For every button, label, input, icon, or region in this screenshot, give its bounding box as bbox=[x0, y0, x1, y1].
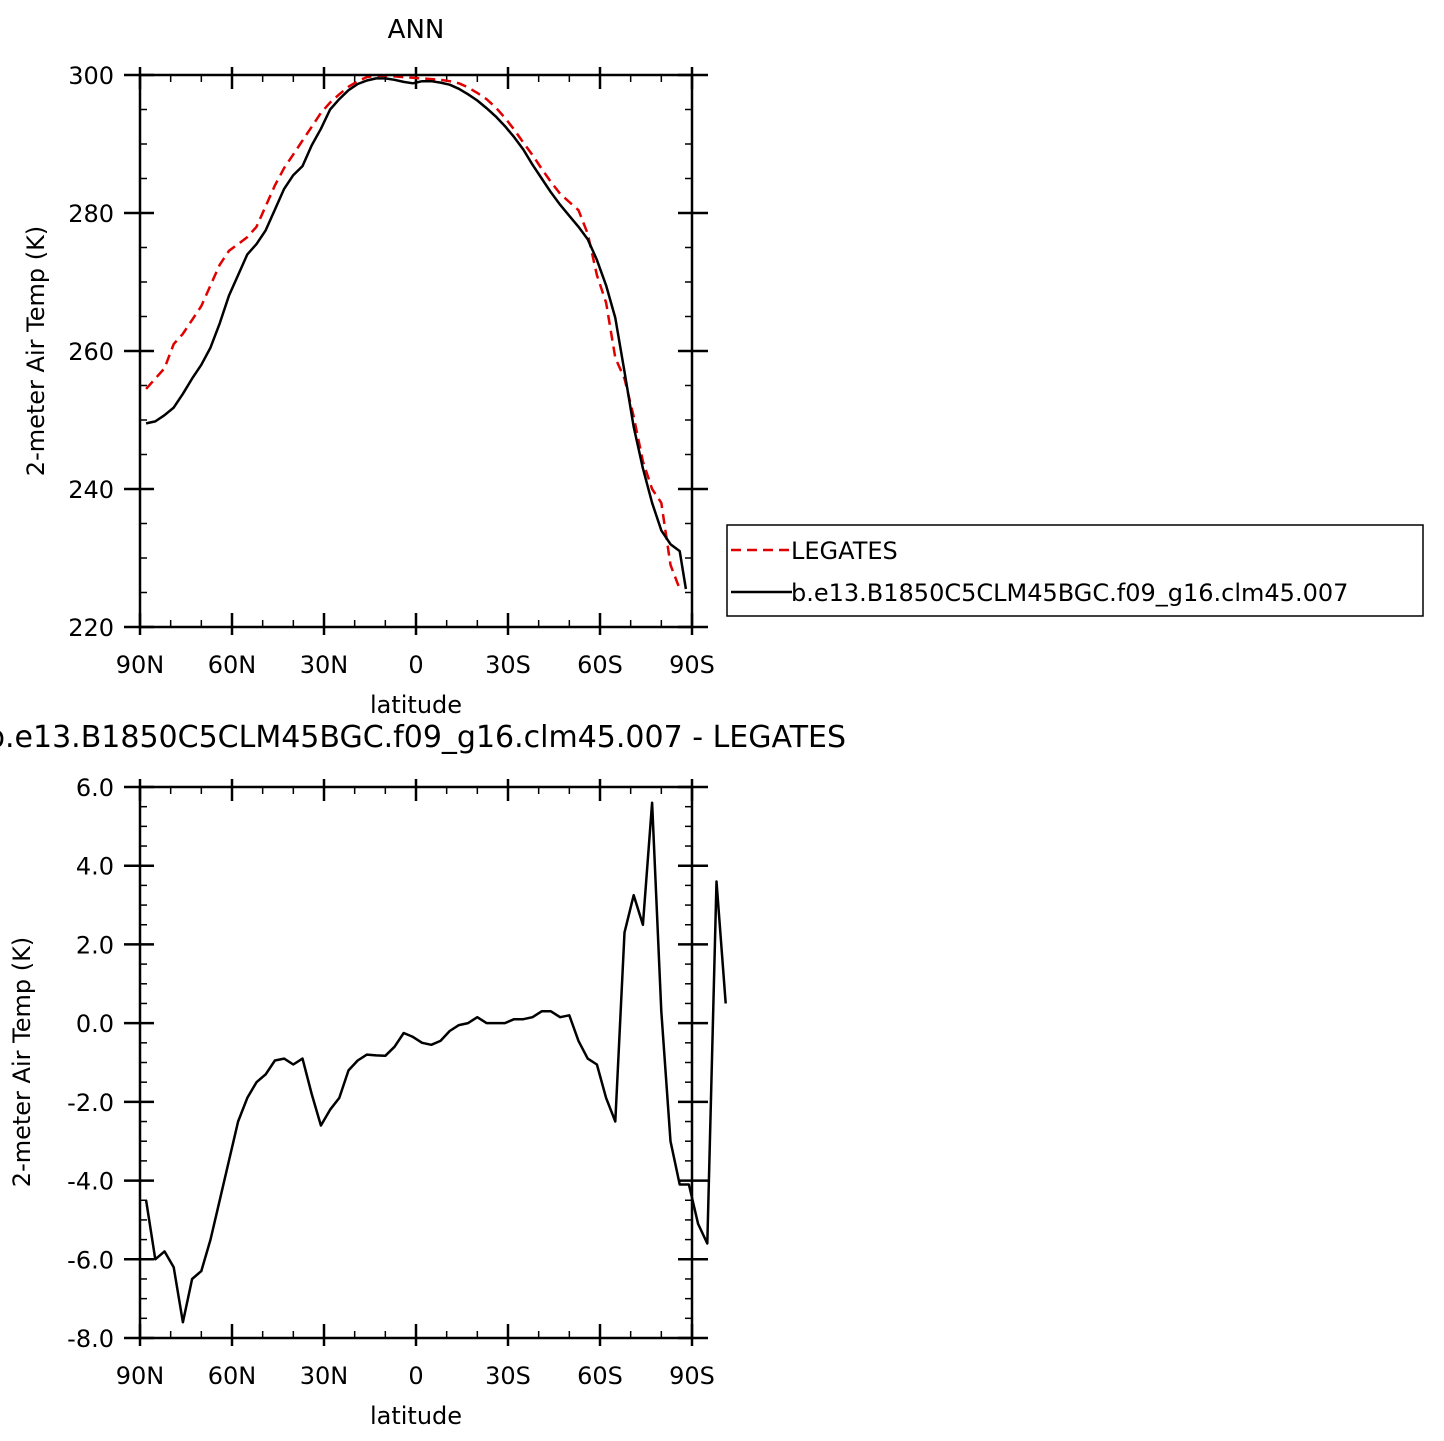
top-chart-series bbox=[145, 74, 688, 590]
x-tick-label: 90S bbox=[669, 651, 715, 679]
x-tick-label: 90N bbox=[116, 1362, 165, 1390]
y-tick-label: 0.0 bbox=[76, 1010, 114, 1038]
y-tick-label: 4.0 bbox=[76, 853, 114, 881]
x-tick-label: 60S bbox=[577, 651, 623, 679]
x-tick-label: 30S bbox=[485, 1362, 531, 1390]
legend-box bbox=[726, 524, 1424, 617]
bottom-chart-tick-labels: 90N 60N 30N 0 30S 60S 90S -8.0 -6.0 -4.0 -2.0 0.0 2.… bbox=[67, 774, 715, 1390]
bottom-chart-frame bbox=[138, 785, 694, 1340]
x-tick-label: 90N bbox=[116, 651, 165, 679]
top-chart-xlabel: latitude bbox=[370, 691, 462, 719]
x-tick-label: 60N bbox=[208, 1362, 257, 1390]
y-tick-label: 2.0 bbox=[76, 931, 114, 959]
top-chart-frame bbox=[138, 73, 694, 629]
bottom-chart-series bbox=[144, 801, 727, 1324]
series-line-legates bbox=[145, 74, 681, 590]
legend: LEGATES b.e13.B1850C5CLM45BGC.f09_g16.cl… bbox=[726, 524, 1424, 617]
top-chart-ylabel: 2-meter Air Temp (K) bbox=[22, 226, 50, 476]
top-chart-tick-labels: 90N 60N 30N 0 30S 60S 90S 220 240 260 280 300 bbox=[68, 62, 715, 679]
x-tick-label: 30S bbox=[485, 651, 531, 679]
bottom-chart-xlabel: latitude bbox=[370, 1402, 462, 1430]
x-tick-label: 30N bbox=[300, 651, 349, 679]
bottom-chart-title: b.e13.B1850C5CLM45BGC.f09_g16.clm45.007 … bbox=[0, 720, 846, 755]
x-tick-label: 60S bbox=[577, 1362, 623, 1390]
legend-label-legates: LEGATES bbox=[791, 537, 898, 565]
y-tick-label: -6.0 bbox=[67, 1246, 114, 1274]
y-tick-label: 280 bbox=[68, 200, 114, 228]
y-tick-label: -2.0 bbox=[67, 1089, 114, 1117]
y-tick-label: -8.0 bbox=[67, 1325, 114, 1353]
top-chart-title: ANN bbox=[388, 15, 445, 45]
x-tick-label: 60N bbox=[208, 651, 257, 679]
bottom-chart-ylabel: 2-meter Air Temp (K) bbox=[8, 937, 36, 1187]
series-line-difference bbox=[144, 801, 727, 1324]
x-tick-label: 0 bbox=[408, 651, 423, 679]
bottom-chart: b.e13.B1850C5CLM45BGC.f09_g16.clm45.007 … bbox=[0, 720, 846, 1430]
y-tick-label: 220 bbox=[68, 614, 114, 642]
x-tick-label: 30N bbox=[300, 1362, 349, 1390]
top-chart: ANN 2-meter Air Temp (K) latitude 90N 60N… bbox=[22, 15, 715, 719]
y-tick-label: -4.0 bbox=[67, 1168, 114, 1196]
y-tick-label: 260 bbox=[68, 338, 114, 366]
series-line-model bbox=[145, 77, 688, 590]
bottom-chart-ticks bbox=[124, 779, 708, 1346]
x-tick-label: 90S bbox=[669, 1362, 715, 1390]
y-tick-label: 300 bbox=[68, 62, 114, 90]
y-tick-label: 6.0 bbox=[76, 774, 114, 802]
x-tick-label: 0 bbox=[408, 1362, 423, 1390]
legend-label-model: b.e13.B1850C5CLM45BGC.f09_g16.clm45.007 bbox=[791, 579, 1348, 607]
y-tick-label: 240 bbox=[68, 476, 114, 504]
